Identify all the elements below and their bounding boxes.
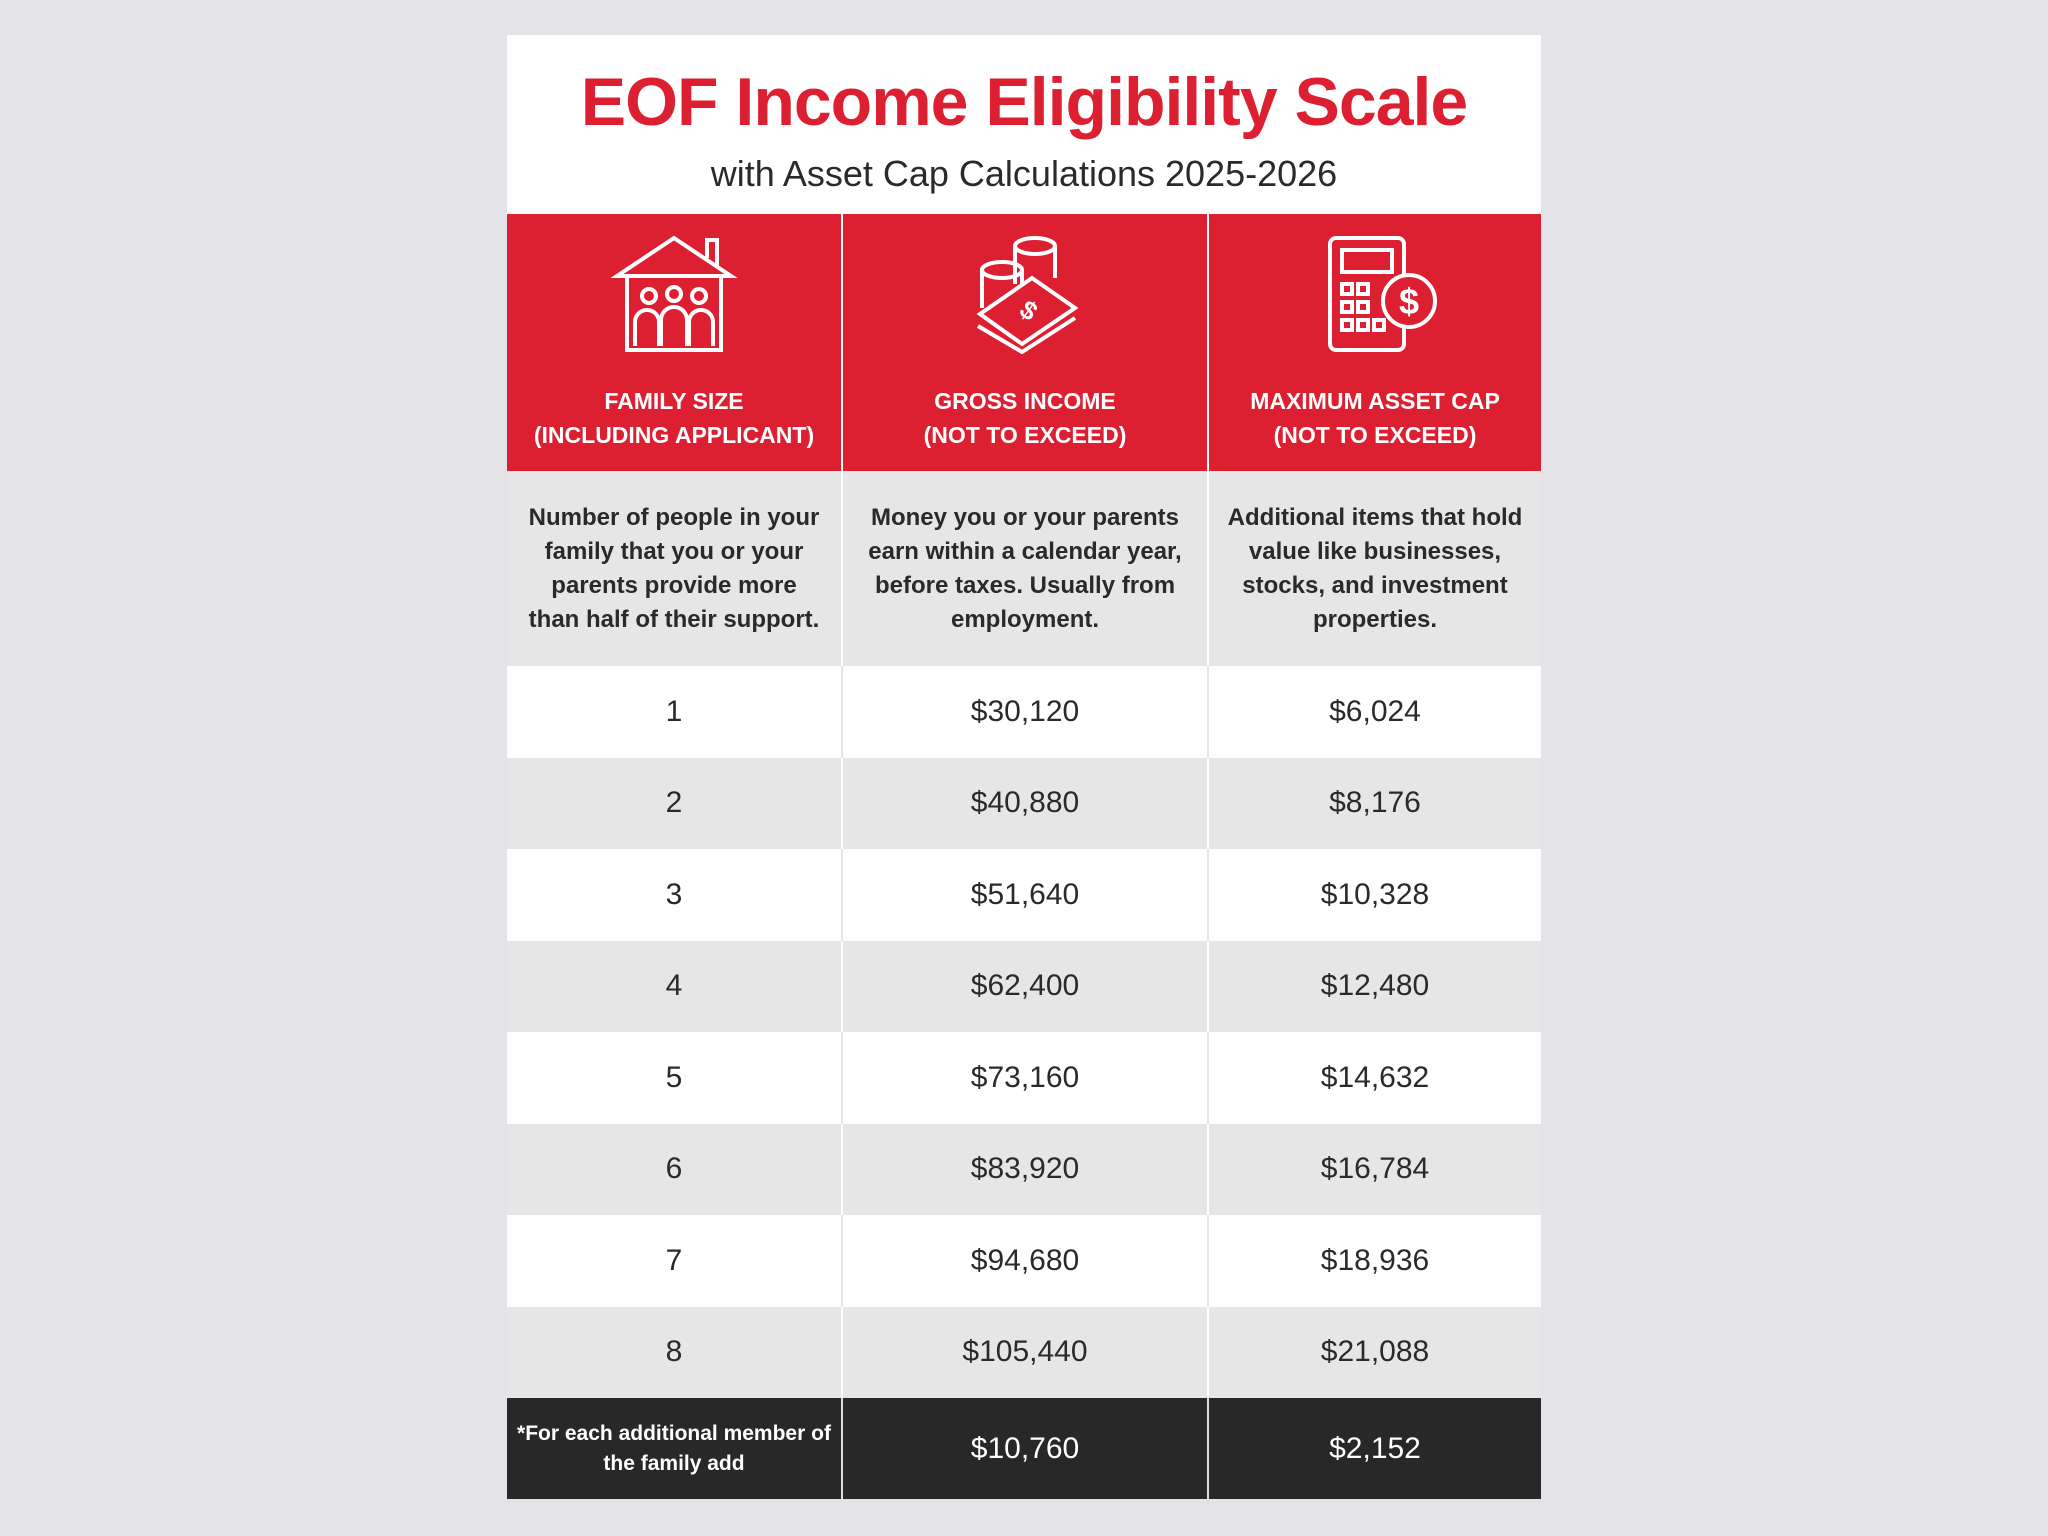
- family-size-description: Number of people in your family that you…: [528, 503, 820, 633]
- gross-income-description: Money you or your parents earn within a …: [841, 471, 1207, 666]
- header-family-size: FAMILY SIZE (INCLUDING APPLICANT): [507, 214, 841, 471]
- table-row: 8 $105,440 $21,088: [507, 1306, 1541, 1398]
- asset-cap-cell: $12,480: [1207, 940, 1541, 1032]
- family-size-cell: 4: [665, 969, 683, 1003]
- header-label-line1: GROSS INCOME: [934, 388, 1116, 414]
- gross-income-cell: $40,880: [841, 757, 1207, 849]
- gross-income-cell: $94,680: [841, 1215, 1207, 1307]
- money-coins-icon: $: [976, 236, 1079, 354]
- additional-member-note: *For each additional member of the famil…: [517, 1421, 831, 1475]
- family-size-cell: 5: [665, 1060, 683, 1094]
- header-label-line2: (NOT TO EXCEED): [1273, 422, 1477, 448]
- svg-text:$: $: [1014, 294, 1043, 327]
- header-label-line1: MAXIMUM ASSET CAP: [1250, 388, 1500, 414]
- table-row: 5 $73,160 $14,632: [507, 1032, 1541, 1124]
- table-row: 3 $51,640 $10,328: [507, 849, 1541, 941]
- asset-cap-cell: $18,936: [1207, 1215, 1541, 1307]
- header-label-line2: (INCLUDING APPLICANT): [533, 422, 815, 448]
- family-size-cell: 8: [665, 1335, 683, 1369]
- additional-income-value: $10,760: [841, 1398, 1207, 1499]
- table-row: 7 $94,680 $18,936: [507, 1215, 1541, 1307]
- header-label-line1: FAMILY SIZE: [604, 388, 744, 414]
- asset-cap-cell: $6,024: [1207, 666, 1541, 758]
- gross-income-cell: $62,400: [841, 940, 1207, 1032]
- eligibility-card: EOF Income Eligibility Scale with Asset …: [507, 35, 1541, 1499]
- additional-asset-value: $2,152: [1207, 1398, 1541, 1499]
- page-title: EOF Income Eligibility Scale: [580, 64, 1468, 140]
- calculator-dollar-icon: $: [1328, 236, 1437, 352]
- table-row: 4 $62,400 $12,480: [507, 940, 1541, 1032]
- asset-cap-description: Additional items that hold value like bu…: [1207, 471, 1541, 666]
- table-row: 6 $83,920 $16,784: [507, 1123, 1541, 1215]
- asset-cap-cell: $8,176: [1207, 757, 1541, 849]
- header-label-line2: (NOT TO EXCEED): [923, 422, 1127, 448]
- page-subtitle: with Asset Cap Calculations 2025-2026: [710, 153, 1338, 194]
- asset-cap-cell: $16,784: [1207, 1123, 1541, 1215]
- house-family-icon: [610, 235, 738, 352]
- header-gross-income: $ GROSS INCOME (NOT TO EXCEED): [841, 214, 1207, 471]
- svg-text:$: $: [1399, 281, 1419, 322]
- table-row: 1 $30,120 $6,024: [507, 666, 1541, 758]
- header-asset-cap: $ MAXIMUM ASSET CAP (NOT TO EXCEED): [1207, 214, 1541, 471]
- gross-income-cell: $83,920: [841, 1123, 1207, 1215]
- family-size-cell: 7: [665, 1243, 683, 1277]
- description-row: Number of people in your family that you…: [507, 471, 1541, 666]
- additional-member-row: *For each additional member of the famil…: [507, 1398, 1541, 1499]
- eligibility-table: FAMILY SIZE (INCLUDING APPLICANT) $ GROSS…: [507, 214, 1541, 1499]
- family-size-cell: 2: [665, 786, 683, 820]
- family-size-cell: 6: [665, 1152, 683, 1186]
- asset-cap-cell: $10,328: [1207, 849, 1541, 941]
- gross-income-cell: $30,120: [841, 666, 1207, 758]
- asset-cap-cell: $14,632: [1207, 1032, 1541, 1124]
- gross-income-cell: $73,160: [841, 1032, 1207, 1124]
- family-size-cell: 1: [665, 694, 683, 728]
- table-row: 2 $40,880 $8,176: [507, 757, 1541, 849]
- gross-income-cell: $51,640: [841, 849, 1207, 941]
- asset-cap-cell: $21,088: [1207, 1306, 1541, 1398]
- table-header: FAMILY SIZE (INCLUDING APPLICANT) $ GROSS…: [507, 214, 1541, 471]
- family-size-cell: 3: [665, 877, 683, 911]
- gross-income-cell: $105,440: [841, 1306, 1207, 1398]
